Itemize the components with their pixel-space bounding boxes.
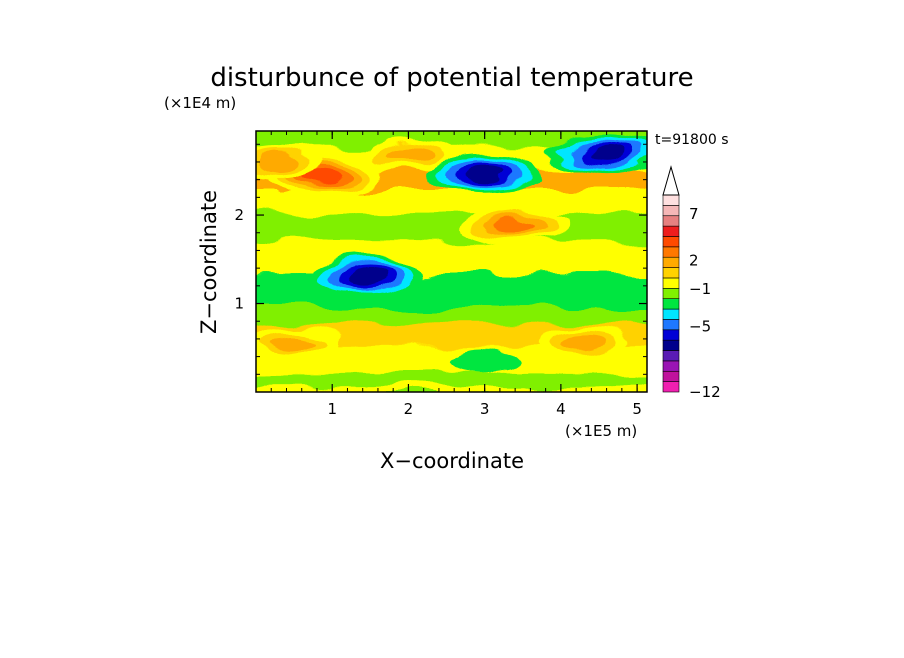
colorbar-swatch	[662, 319, 680, 331]
x-tick-label: 2	[404, 400, 414, 418]
warm-anomaly	[494, 216, 536, 232]
colorbar-label: 7	[689, 205, 699, 223]
colorbar-swatch	[662, 381, 680, 393]
warm-anomaly	[271, 335, 318, 352]
x-tick-label: 1	[327, 400, 337, 418]
warm-anomaly	[385, 145, 432, 162]
colorbar-label: −5	[689, 317, 711, 335]
x-tick-label: 4	[556, 400, 566, 418]
colorbar-swatch	[662, 339, 680, 351]
colorbar-swatch	[662, 277, 680, 289]
colorbar-swatch	[662, 298, 680, 310]
cold-anomaly	[587, 146, 626, 160]
colorbar-swatch	[662, 360, 680, 372]
colorbar-label: −12	[689, 383, 721, 401]
chart-title: disturbunce of potential temperature	[210, 63, 693, 93]
colorbar-swatch	[662, 329, 680, 341]
colorbar-swatch	[662, 225, 680, 237]
plot-area	[256, 131, 647, 392]
colorbar-extend-arrow	[662, 165, 680, 196]
contour-anomalies	[256, 133, 647, 374]
x-axis-label: X−coordinate	[380, 449, 524, 473]
cold-anomaly	[450, 349, 519, 374]
x-axis-ticks: 1 2 3 4 5	[270, 131, 642, 418]
x-tick-label: 5	[632, 400, 642, 418]
colorbar-swatch	[662, 236, 680, 248]
colorbar-swatch	[662, 350, 680, 362]
warm-anomaly	[256, 153, 302, 170]
plot-frame	[255, 130, 648, 393]
colorbar-swatch	[662, 370, 680, 382]
colorbar: −12−5−127	[662, 165, 721, 401]
y-axis-label: Z−coordinate	[197, 190, 221, 334]
colorbar-swatch	[662, 205, 680, 217]
colorbar-label: −1	[689, 280, 711, 298]
y-tick-label: 1	[234, 295, 244, 313]
warm-anomaly	[305, 168, 344, 182]
colorbar-label: 2	[689, 252, 699, 270]
x-unit-label: (×1E5 m)	[565, 422, 637, 440]
y-axis-ticks: 12	[234, 143, 647, 375]
colorbar-swatch	[662, 288, 680, 299]
colorbar-swatch	[662, 267, 680, 279]
warm-anomaly	[560, 335, 607, 352]
colorbar-swatch	[662, 256, 680, 268]
colorbar-swatch	[662, 194, 680, 206]
time-label: t=91800 s	[655, 132, 729, 148]
colorbar-swatch	[662, 215, 680, 227]
colorbar-swatch	[662, 246, 680, 258]
cold-anomaly	[347, 270, 386, 284]
contour-band	[256, 131, 647, 148]
colorbar-swatch	[662, 308, 680, 320]
cold-anomaly	[465, 168, 504, 182]
y-unit-label: (×1E4 m)	[164, 94, 236, 112]
x-tick-label: 3	[480, 400, 490, 418]
y-tick-label: 2	[234, 206, 244, 224]
